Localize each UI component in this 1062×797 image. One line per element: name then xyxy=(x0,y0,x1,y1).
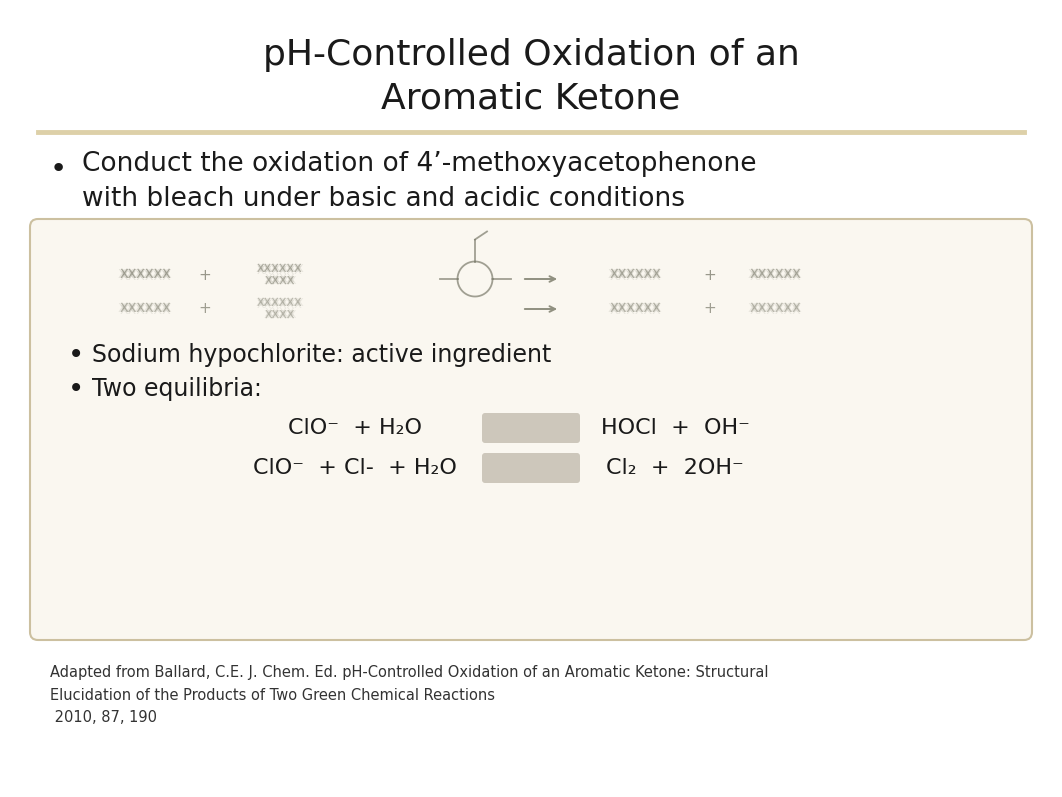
Text: XXXXXX: XXXXXX xyxy=(610,303,661,316)
Text: XXXXXX: XXXXXX xyxy=(119,301,171,314)
Text: •: • xyxy=(68,375,84,403)
Text: XXXXXX: XXXXXX xyxy=(119,269,171,281)
Text: XXXXXX: XXXXXX xyxy=(749,267,801,280)
Text: Cl₂  +  2OH⁻: Cl₂ + 2OH⁻ xyxy=(606,458,743,478)
Text: Aromatic Ketone: Aromatic Ketone xyxy=(381,82,681,116)
Text: XXXXXX: XXXXXX xyxy=(748,303,800,316)
Text: XXXXXX: XXXXXX xyxy=(610,270,661,283)
Text: XXXXXX: XXXXXX xyxy=(749,301,801,314)
Text: Elucidation of the Products of Two Green Chemical Reactions: Elucidation of the Products of Two Green… xyxy=(50,688,495,702)
Text: Conduct the oxidation of 4’-methoxyacetophenone: Conduct the oxidation of 4’-methoxyaceto… xyxy=(82,151,756,177)
Text: •: • xyxy=(50,155,67,183)
Text: XXXXXX
XXXX: XXXXXX XXXX xyxy=(257,265,303,287)
Text: +: + xyxy=(704,301,717,316)
Text: XXXXXX: XXXXXX xyxy=(610,301,661,314)
Text: XXXXXX: XXXXXX xyxy=(749,269,801,281)
Text: XXXXXX: XXXXXX xyxy=(121,269,172,281)
Text: XXXXXX: XXXXXX xyxy=(610,304,661,317)
Text: XXXXXX
XXXX: XXXXXX XXXX xyxy=(257,263,303,285)
Text: Sodium hypochlorite: active ingredient: Sodium hypochlorite: active ingredient xyxy=(92,343,551,367)
Text: •: • xyxy=(68,341,84,369)
Text: XXXXXX: XXXXXX xyxy=(749,303,801,316)
Text: XXXXXX: XXXXXX xyxy=(751,269,803,281)
Text: XXXXXX: XXXXXX xyxy=(748,269,800,281)
Text: XXXXXX: XXXXXX xyxy=(118,303,169,316)
Text: XXXXXX
XXXX: XXXXXX XXXX xyxy=(259,298,305,320)
FancyBboxPatch shape xyxy=(30,219,1032,640)
Text: XXXXXX: XXXXXX xyxy=(119,270,171,283)
Text: Two equilibria:: Two equilibria: xyxy=(92,377,262,401)
Text: XXXXXX: XXXXXX xyxy=(607,269,660,281)
FancyBboxPatch shape xyxy=(482,453,580,483)
Text: XXXXXX: XXXXXX xyxy=(749,304,801,317)
Text: ClO⁻  + H₂O: ClO⁻ + H₂O xyxy=(288,418,422,438)
Text: ClO⁻  + Cl-  + H₂O: ClO⁻ + Cl- + H₂O xyxy=(253,458,457,478)
Text: with bleach under basic and acidic conditions: with bleach under basic and acidic condi… xyxy=(82,186,685,212)
Text: Adapted from Ballard, C.E. J. Chem. Ed. pH-Controlled Oxidation of an Aromatic K: Adapted from Ballard, C.E. J. Chem. Ed. … xyxy=(50,665,769,680)
Text: +: + xyxy=(199,268,211,282)
Text: XXXXXX
XXXX: XXXXXX XXXX xyxy=(259,264,305,286)
Text: +: + xyxy=(199,301,211,316)
Text: XXXXXX: XXXXXX xyxy=(118,269,169,281)
Text: XXXXXX
XXXX: XXXXXX XXXX xyxy=(257,264,303,286)
Text: XXXXXX: XXXXXX xyxy=(610,267,661,280)
Text: XXXXXX: XXXXXX xyxy=(119,267,171,280)
Text: pH-Controlled Oxidation of an: pH-Controlled Oxidation of an xyxy=(262,38,800,72)
Text: XXXXXX
XXXX: XXXXXX XXXX xyxy=(256,298,302,320)
Text: XXXXXX: XXXXXX xyxy=(611,303,663,316)
Text: XXXXXX: XXXXXX xyxy=(119,303,171,316)
Text: XXXXXX: XXXXXX xyxy=(749,270,801,283)
Text: XXXXXX
XXXX: XXXXXX XXXX xyxy=(256,264,302,286)
Text: XXXXXX
XXXX: XXXXXX XXXX xyxy=(257,296,303,318)
Text: XXXXXX: XXXXXX xyxy=(119,304,171,317)
Text: XXXXXX: XXXXXX xyxy=(121,303,172,316)
Text: +: + xyxy=(704,268,717,282)
Text: XXXXXX: XXXXXX xyxy=(607,303,660,316)
FancyBboxPatch shape xyxy=(482,413,580,443)
Text: 2010, 87, 190: 2010, 87, 190 xyxy=(50,710,157,725)
Text: XXXXXX: XXXXXX xyxy=(611,269,663,281)
Text: XXXXXX
XXXX: XXXXXX XXXX xyxy=(257,298,303,320)
Text: XXXXXX: XXXXXX xyxy=(751,303,803,316)
Text: XXXXXX: XXXXXX xyxy=(610,269,661,281)
Text: HOCl  +  OH⁻: HOCl + OH⁻ xyxy=(601,418,750,438)
Text: XXXXXX
XXXX: XXXXXX XXXX xyxy=(257,300,303,321)
